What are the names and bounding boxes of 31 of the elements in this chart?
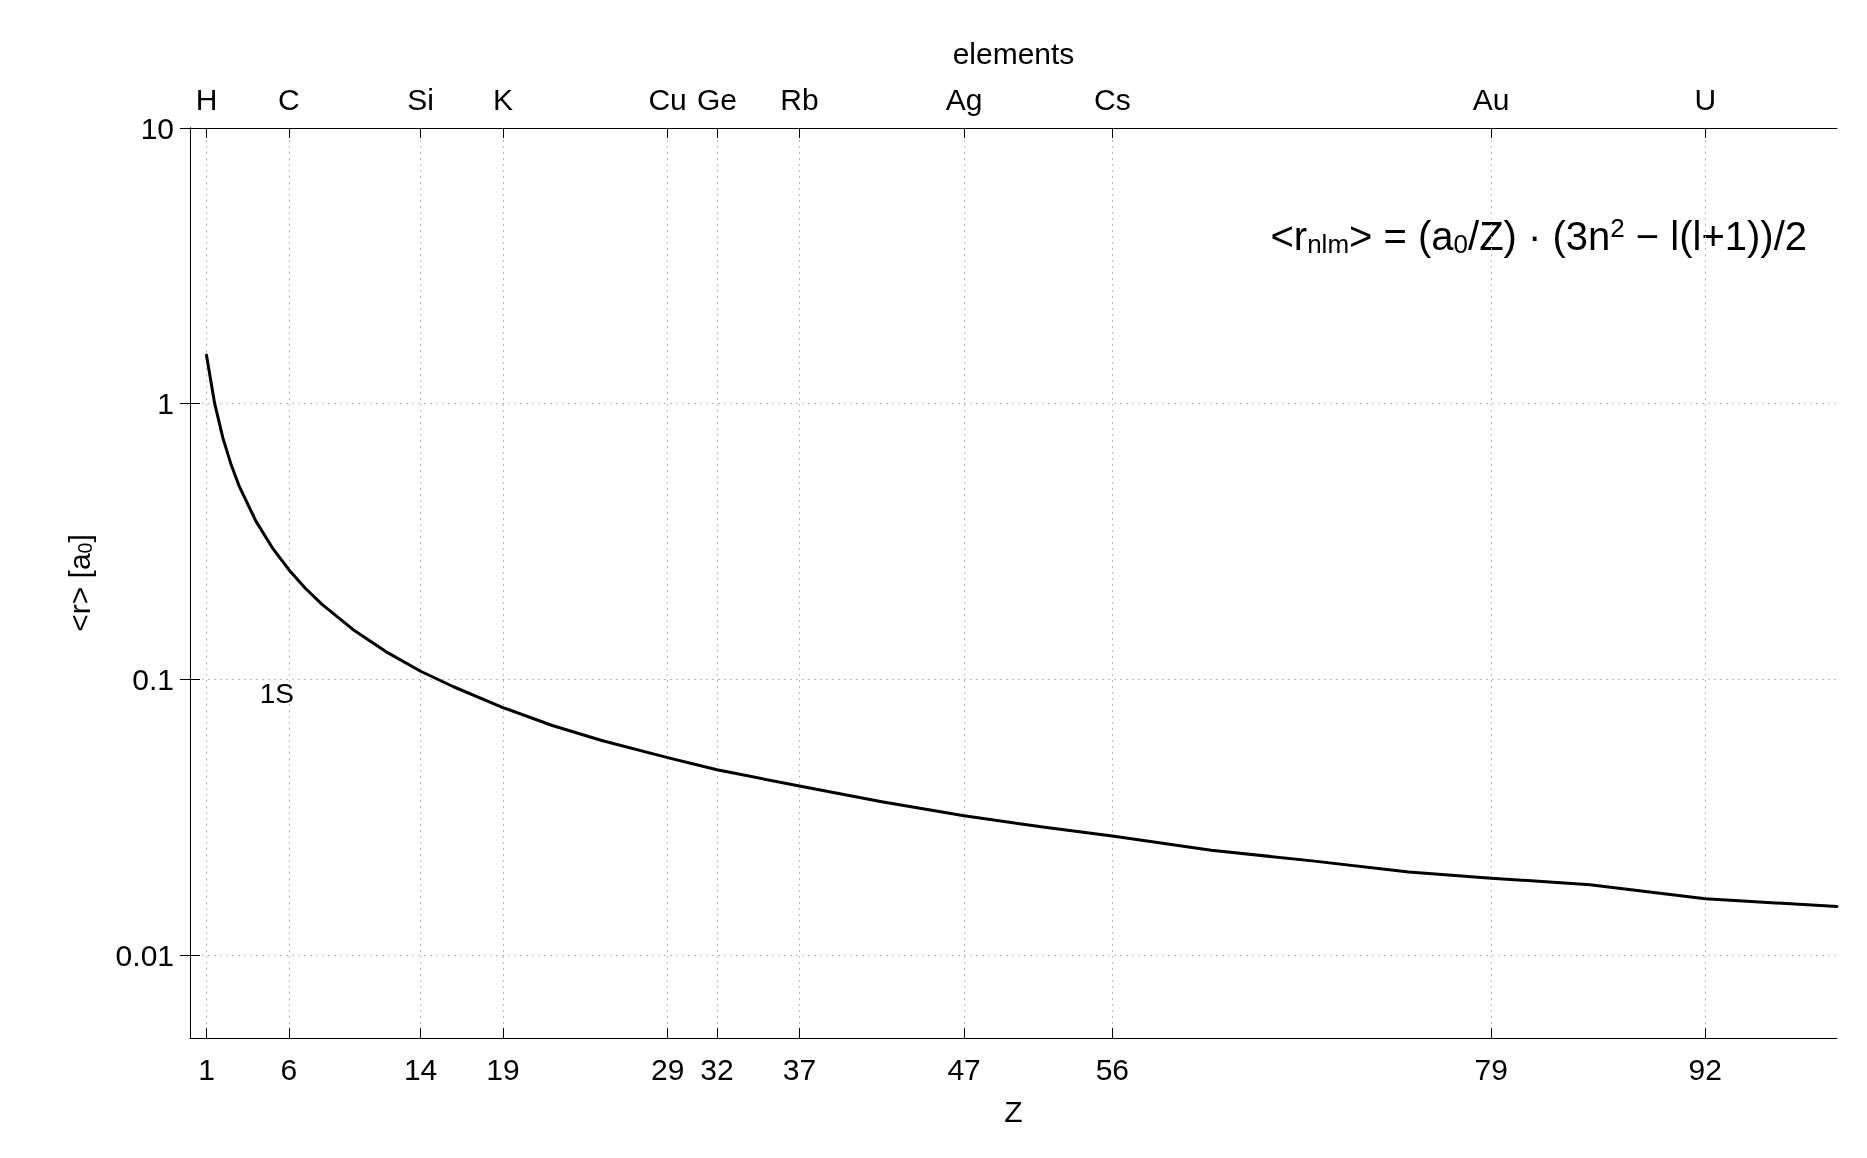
annotation: Cs xyxy=(1093,82,1131,116)
x2-axis-title: elements xyxy=(952,36,1075,70)
y-tick-label: 0.1 xyxy=(132,662,174,696)
y-tick-label: 0.01 xyxy=(115,938,174,972)
annotation: H xyxy=(195,82,218,116)
x-tick-label: 6 xyxy=(280,1052,298,1086)
x-tick-label: 19 xyxy=(486,1052,520,1086)
x-tick-label: 92 xyxy=(1688,1052,1722,1086)
annotation: Cu xyxy=(648,82,687,116)
annotation: C xyxy=(277,82,300,116)
y-tick-label: 10 xyxy=(140,111,174,145)
x-tick-label: 29 xyxy=(650,1052,685,1086)
text: 1S xyxy=(259,678,294,710)
annotation: U xyxy=(1694,82,1717,116)
x-axis-title: Z xyxy=(1004,1094,1023,1128)
y-axis-title: <r> [a0] xyxy=(62,534,96,632)
x-tick-label: 32 xyxy=(700,1052,734,1086)
x-tick-label: 37 xyxy=(782,1052,817,1086)
x-tick-label: 47 xyxy=(947,1052,981,1086)
x-tick-label: 1 xyxy=(198,1052,215,1086)
annotation: Rb xyxy=(780,82,819,116)
line-series xyxy=(204,353,1839,908)
x-tick-label: 56 xyxy=(1095,1052,1130,1086)
annotation: Ge xyxy=(697,82,738,116)
annotation: Au xyxy=(1472,82,1510,116)
y-tick-label: 1 xyxy=(157,387,174,421)
x-tick-label: 79 xyxy=(1474,1052,1508,1086)
x-tick-label: 14 xyxy=(403,1052,438,1086)
annotation: Ag xyxy=(945,82,983,116)
annotation: K xyxy=(492,82,513,116)
annotation: Si xyxy=(407,82,434,116)
